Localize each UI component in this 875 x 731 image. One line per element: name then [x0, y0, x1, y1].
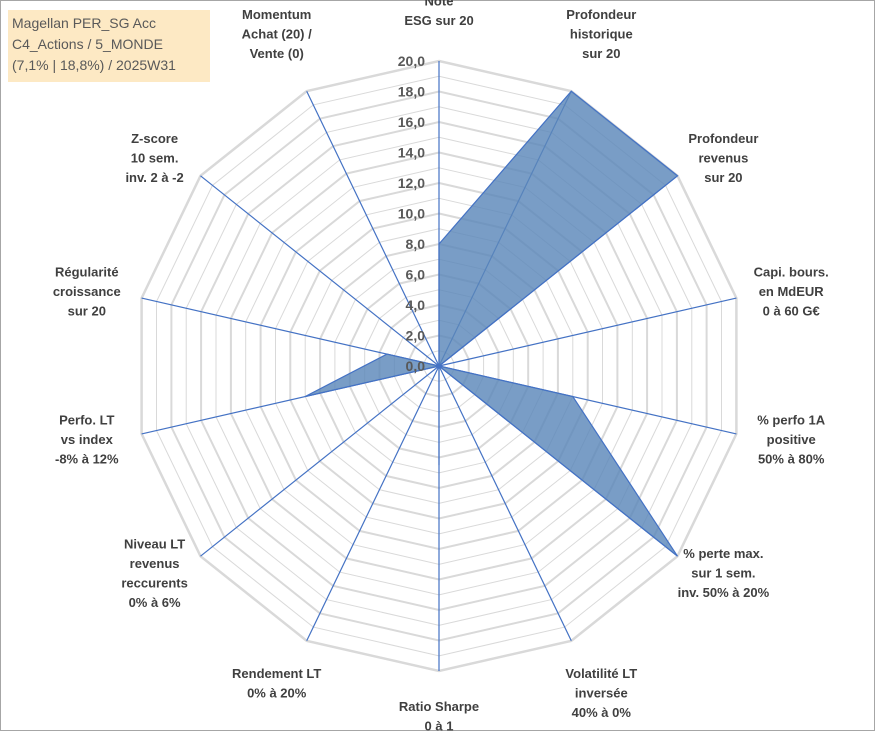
- axis-label-line: -8% à 12%: [55, 452, 119, 467]
- axis-label-line: reccurents: [121, 575, 187, 590]
- radar-spoke-14: [306, 90, 440, 367]
- tick-label-5: 10,0: [398, 206, 425, 222]
- axis-label-line: Profondeur: [688, 131, 758, 146]
- radar-series: [304, 90, 679, 557]
- tick-label-4: 8,0: [406, 236, 426, 252]
- tick-label-0: 0,0: [406, 358, 426, 374]
- axis-label-line: % perte max.: [683, 546, 763, 561]
- axis-label-line: positive: [767, 432, 816, 447]
- axis-label-line: historique: [570, 27, 633, 42]
- axis-label-line: inversée: [575, 686, 628, 701]
- axis-label-line: sur 20: [582, 46, 620, 61]
- axis-label-line: Vente (0): [250, 46, 304, 61]
- axis-label-line: Ratio Sharpe: [399, 699, 479, 714]
- axis-label-line: Niveau LT: [124, 536, 185, 551]
- axis-label-line: inv. 50% à 20%: [678, 585, 770, 600]
- axis-label-line: 50% à 80%: [758, 452, 825, 467]
- axis-label-line: inv. 2 à -2: [125, 170, 183, 185]
- axis-label-line: 40% à 0%: [572, 705, 632, 720]
- axis-label-line: vs index: [61, 432, 114, 447]
- axis-label-10: Niveau LT revenus reccurents 0% à 6%: [121, 536, 187, 610]
- axis-label-4: Capi. bours. en MdEUR 0 à 60 G€: [754, 264, 829, 318]
- axis-label-line: Perfo. LT: [59, 413, 114, 428]
- axis-label-line: revenus: [698, 150, 748, 165]
- tick-label-1: 2,0: [406, 328, 426, 344]
- axis-label-11: Perfo. LT vs index -8% à 12%: [55, 413, 119, 467]
- axis-label-line: 0 à 1: [425, 719, 454, 731]
- radar-spoke-7: [438, 365, 572, 642]
- axis-label-7: Volatilité LT inversée 40% à 0%: [565, 666, 637, 720]
- axis-label-line: Rendement LT: [232, 666, 321, 681]
- axis-label-3: Profondeur revenus sur 20: [688, 131, 758, 185]
- axis-label-line: Momentum: [242, 7, 311, 22]
- axis-label-line: revenus: [130, 556, 180, 571]
- axis-label-2: Profondeur historique sur 20: [566, 7, 636, 61]
- fund-info-box: Magellan PER_SG Acc C4_Actions / 5_MONDE…: [8, 10, 210, 82]
- fund-category: C4_Actions / 5_MONDE: [12, 36, 163, 52]
- radial-tick-labels: 0,0 2,0 4,0 6,0 8,0 10,0 12,0 14,0 16,0 18,0 20,0: [398, 53, 425, 374]
- axis-labels: Note ESG sur 20 Profondeur historique sur 20…: [53, 0, 829, 731]
- axis-label-line: Note: [425, 0, 454, 9]
- axis-label-9: Rendement LT 0% à 20%: [232, 666, 321, 701]
- radar-spoke-9: [306, 365, 440, 642]
- axis-label-line: 0 à 60 G€: [763, 303, 820, 318]
- axis-label-line: Achat (20) /: [242, 27, 312, 42]
- tick-label-2: 4,0: [406, 297, 426, 313]
- axis-label-12: Régularité croissance sur 20: [53, 264, 121, 318]
- radar-spoke-10: [200, 365, 440, 557]
- axis-label-line: sur 1 sem.: [691, 566, 755, 581]
- axis-label-line: en MdEUR: [759, 284, 825, 299]
- axis-label-6: % perte max. sur 1 sem. inv. 50% à 20%: [678, 546, 770, 600]
- radar-spoke-4: [438, 297, 737, 367]
- axis-label-5: % perfo 1A positive 50% à 80%: [757, 413, 826, 467]
- axis-label-line: 10 sem.: [131, 150, 179, 165]
- axis-label-14: Momentum Achat (20) / Vente (0): [242, 7, 312, 61]
- tick-label-7: 14,0: [398, 145, 425, 161]
- tick-label-8: 16,0: [398, 114, 425, 130]
- axis-label-13: Z-score 10 sem. inv. 2 à -2: [125, 131, 183, 185]
- axis-label-line: ESG sur 20: [404, 13, 473, 28]
- axis-label-line: % perfo 1A: [757, 413, 826, 428]
- tick-label-6: 12,0: [398, 175, 425, 191]
- axis-label-8: Ratio Sharpe 0 à 1: [399, 699, 479, 731]
- axis-label-line: Profondeur: [566, 7, 636, 22]
- axis-label-line: 0% à 20%: [247, 686, 307, 701]
- fund-name: Magellan PER_SG Acc: [12, 15, 156, 31]
- axis-label-1: Note ESG sur 20: [404, 0, 473, 28]
- tick-label-10: 20,0: [398, 53, 425, 69]
- axis-label-line: Capi. bours.: [754, 264, 829, 279]
- tick-label-9: 18,0: [398, 84, 425, 100]
- radar-spoke-13: [200, 175, 440, 367]
- fund-stats: (7,1% | 18,8%) / 2025W31: [12, 57, 176, 73]
- axis-label-line: croissance: [53, 284, 121, 299]
- axis-label-line: sur 20: [68, 303, 106, 318]
- axis-label-line: sur 20: [704, 170, 742, 185]
- axis-label-line: Régularité: [55, 264, 119, 279]
- axis-label-line: Z-score: [131, 131, 178, 146]
- series-area: [304, 90, 679, 557]
- tick-label-3: 6,0: [406, 267, 426, 283]
- axis-label-line: Volatilité LT: [565, 666, 637, 681]
- axis-label-line: 0% à 6%: [129, 595, 181, 610]
